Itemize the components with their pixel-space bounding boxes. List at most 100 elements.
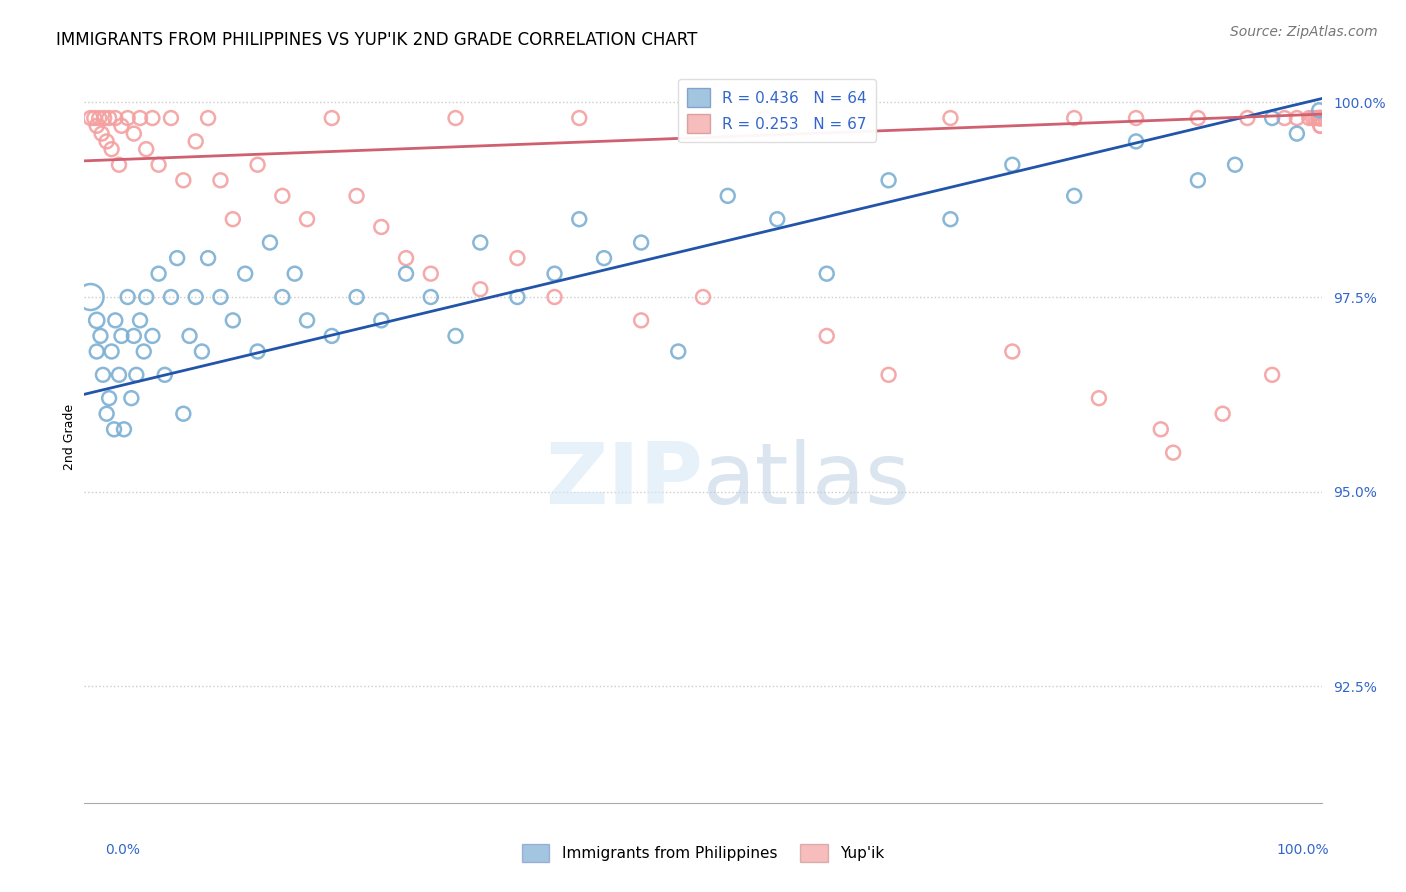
Point — [370, 313, 392, 327]
Point — [96, 407, 118, 421]
Point — [939, 111, 962, 125]
Point — [1308, 103, 1330, 118]
Point — [172, 407, 194, 421]
Point — [86, 344, 108, 359]
Point — [112, 422, 135, 436]
Point — [79, 290, 101, 304]
Point — [543, 290, 565, 304]
Point — [197, 251, 219, 265]
Point — [184, 290, 207, 304]
Point — [135, 142, 157, 156]
Point — [1309, 111, 1331, 125]
Point — [108, 368, 131, 382]
Point — [370, 219, 392, 234]
Point — [222, 313, 245, 327]
Point — [98, 391, 121, 405]
Point — [717, 189, 740, 203]
Point — [295, 212, 318, 227]
Point — [470, 235, 492, 250]
Point — [1223, 158, 1246, 172]
Point — [346, 189, 368, 203]
Point — [100, 344, 122, 359]
Text: 0.0%: 0.0% — [105, 843, 141, 857]
Point — [259, 235, 281, 250]
Point — [506, 251, 529, 265]
Point — [191, 344, 214, 359]
Point — [1298, 111, 1320, 125]
Point — [1187, 173, 1209, 187]
Point — [419, 267, 441, 281]
Point — [1309, 119, 1331, 133]
Legend: R = 0.436   N = 64, R = 0.253   N = 67: R = 0.436 N = 64, R = 0.253 N = 67 — [678, 79, 876, 142]
Point — [568, 212, 591, 227]
Point — [148, 158, 170, 172]
Point — [110, 119, 132, 133]
Point — [129, 313, 152, 327]
Point — [117, 111, 139, 125]
Point — [104, 111, 127, 125]
Point — [209, 173, 232, 187]
Point — [877, 368, 900, 382]
Point — [284, 267, 307, 281]
Point — [166, 251, 188, 265]
Point — [86, 313, 108, 327]
Text: ZIP: ZIP — [546, 440, 703, 523]
Point — [1088, 391, 1111, 405]
Point — [160, 290, 183, 304]
Point — [89, 329, 111, 343]
Text: Source: ZipAtlas.com: Source: ZipAtlas.com — [1230, 25, 1378, 39]
Point — [1125, 135, 1147, 149]
Point — [754, 111, 776, 125]
Point — [179, 329, 201, 343]
Point — [419, 290, 441, 304]
Point — [1261, 368, 1284, 382]
Point — [346, 290, 368, 304]
Point — [630, 235, 652, 250]
Point — [506, 290, 529, 304]
Point — [1305, 111, 1327, 125]
Point — [1309, 111, 1331, 125]
Point — [1001, 158, 1024, 172]
Point — [197, 111, 219, 125]
Y-axis label: 2nd Grade: 2nd Grade — [63, 404, 76, 470]
Point — [117, 290, 139, 304]
Point — [96, 135, 118, 149]
Point — [89, 111, 111, 125]
Point — [395, 251, 418, 265]
Point — [1274, 111, 1296, 125]
Point — [1285, 127, 1308, 141]
Point — [815, 267, 838, 281]
Point — [321, 329, 343, 343]
Point — [568, 111, 591, 125]
Point — [321, 111, 343, 125]
Point — [444, 329, 467, 343]
Point — [543, 267, 565, 281]
Point — [172, 173, 194, 187]
Point — [1309, 111, 1331, 125]
Point — [246, 158, 269, 172]
Point — [129, 111, 152, 125]
Point — [877, 173, 900, 187]
Point — [395, 267, 418, 281]
Point — [246, 344, 269, 359]
Point — [1309, 111, 1331, 125]
Point — [79, 111, 101, 125]
Point — [104, 313, 127, 327]
Point — [1187, 111, 1209, 125]
Point — [103, 422, 125, 436]
Text: atlas: atlas — [703, 440, 911, 523]
Point — [148, 267, 170, 281]
Point — [141, 111, 163, 125]
Text: 100.0%: 100.0% — [1277, 843, 1329, 857]
Point — [815, 329, 838, 343]
Point — [1063, 189, 1085, 203]
Point — [100, 142, 122, 156]
Point — [1285, 111, 1308, 125]
Point — [1236, 111, 1258, 125]
Point — [98, 111, 121, 125]
Point — [1001, 344, 1024, 359]
Point — [1125, 111, 1147, 125]
Point — [1309, 119, 1331, 133]
Point — [666, 344, 689, 359]
Point — [184, 135, 207, 149]
